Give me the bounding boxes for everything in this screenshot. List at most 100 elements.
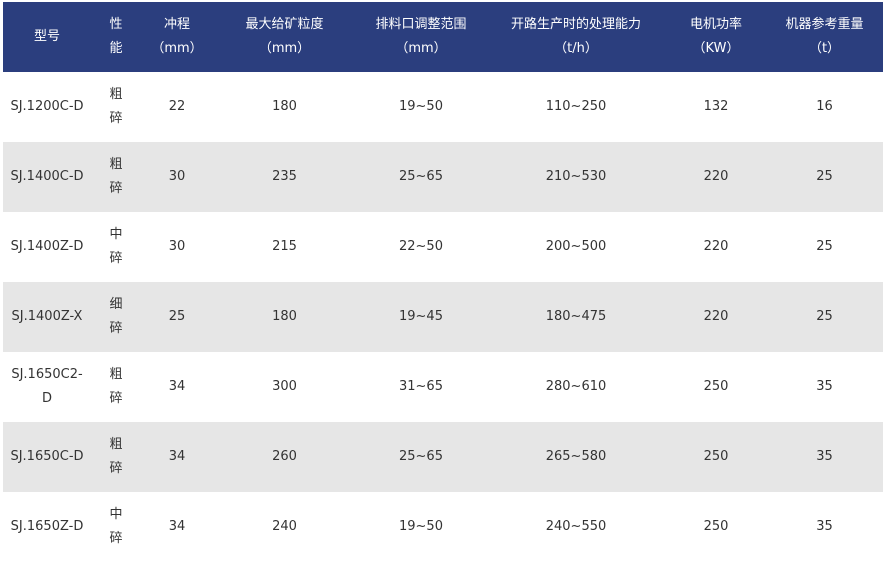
table-cell: 35 <box>766 422 883 492</box>
table-cell: SJ.1650Z-D <box>3 492 91 562</box>
cell-value: 19~50 <box>399 519 443 534</box>
cell-value: 260 <box>272 449 297 464</box>
cell-value: 35 <box>816 449 833 464</box>
table-cell: 22 <box>141 72 213 142</box>
table-cell: 220 <box>666 142 766 212</box>
column-unit: （mm） <box>395 41 447 56</box>
column-title: 型号 <box>33 29 60 44</box>
column-unit: （mm） <box>151 41 203 56</box>
cell-value: 215 <box>272 239 297 254</box>
model-name: SJ.1200C-D <box>10 99 84 114</box>
table-cell: SJ.1650C2-D <box>3 352 91 422</box>
cell-value: 250 <box>703 519 729 534</box>
column-title: 机器参考重量 <box>785 17 864 32</box>
model-name: SJ.1650C-D <box>10 449 84 464</box>
column-unit: （KW） <box>692 41 740 56</box>
table-cell: 细碎 <box>91 282 141 352</box>
table-cell: 22~50 <box>356 212 486 282</box>
cell-value: 265~580 <box>545 449 607 464</box>
cell-value: 22 <box>168 99 186 114</box>
cell-value: 19~50 <box>399 99 443 114</box>
table-cell: SJ.1400Z-D <box>3 212 91 282</box>
table-cell: 25 <box>766 282 883 352</box>
table-cell: 粗碎 <box>91 422 141 492</box>
cell-value: 细碎 <box>109 297 123 336</box>
table-cell: SJ.1200C-D <box>3 72 91 142</box>
table-row: SJ.1400C-D 粗碎 30 235 25~65 210~530 220 25 <box>3 142 883 212</box>
cell-value: 250 <box>703 449 729 464</box>
table-cell: SJ.1650C-D <box>3 422 91 492</box>
cell-value: 30 <box>168 169 186 184</box>
column-title: 最大给矿粒度 <box>245 17 324 32</box>
cell-value: 25~65 <box>399 169 443 184</box>
cell-value: 35 <box>816 379 833 394</box>
cell-value: 220 <box>703 239 729 254</box>
table-cell: 25 <box>766 212 883 282</box>
table-cell: 35 <box>766 492 883 562</box>
table-row: SJ.1650C2-D 粗碎 34 300 31~65 280~610 250 35 <box>3 352 883 422</box>
cell-value: 粗碎 <box>109 437 123 476</box>
table-cell: 34 <box>141 492 213 562</box>
cell-value: 180 <box>272 309 297 324</box>
table-cell: 235 <box>213 142 356 212</box>
table-cell: 180 <box>213 72 356 142</box>
model-name: SJ.1400Z-D <box>10 239 84 254</box>
cell-value: 22~50 <box>399 239 443 254</box>
table-cell: 粗碎 <box>91 142 141 212</box>
table-cell: 250 <box>666 492 766 562</box>
table-cell: 215 <box>213 212 356 282</box>
table-cell: 中碎 <box>91 212 141 282</box>
column-header: 开路生产时的处理能力 （t/h） <box>486 2 666 72</box>
column-unit: （t） <box>808 41 841 56</box>
cell-value: 280~610 <box>545 379 607 394</box>
cell-value: 25 <box>168 309 186 324</box>
cell-value: 180 <box>272 99 297 114</box>
table-row: SJ.1650C-D 粗碎 34 260 25~65 265~580 250 35 <box>3 422 883 492</box>
cell-value: 34 <box>168 449 186 464</box>
model-name: SJ.1400C-D <box>10 169 84 184</box>
cell-value: 25 <box>816 239 833 254</box>
cell-value: 35 <box>816 519 833 534</box>
cell-value: 180~475 <box>545 309 607 324</box>
cell-value: 240 <box>272 519 297 534</box>
table-cell: 132 <box>666 72 766 142</box>
table-cell: 280~610 <box>486 352 666 422</box>
cell-value: 220 <box>703 309 729 324</box>
cell-value: 210~530 <box>545 169 607 184</box>
table-row: SJ.1650Z-D 中碎 34 240 19~50 240~550 250 35 <box>3 492 883 562</box>
cell-value: 220 <box>703 169 729 184</box>
column-header: 最大给矿粒度 （mm） <box>213 2 356 72</box>
cell-value: 200~500 <box>545 239 607 254</box>
table-row: SJ.1200C-D 粗碎 22 180 19~50 110~250 132 16 <box>3 72 883 142</box>
cell-value: 30 <box>168 239 186 254</box>
cell-value: 240~550 <box>545 519 607 534</box>
column-title: 排料口调整范围 <box>375 17 467 32</box>
cell-value: 中碎 <box>109 507 123 546</box>
column-header: 排料口调整范围 （mm） <box>356 2 486 72</box>
cell-value: 16 <box>816 99 833 114</box>
column-unit: （t/h） <box>554 41 598 56</box>
table-cell: SJ.1400Z-X <box>3 282 91 352</box>
cell-value: 19~45 <box>399 309 443 324</box>
column-header: 电机功率 （KW） <box>666 2 766 72</box>
table-cell: 19~45 <box>356 282 486 352</box>
table-cell: 25~65 <box>356 142 486 212</box>
column-header: 型号 <box>3 2 91 72</box>
table-cell: 中碎 <box>91 492 141 562</box>
cell-value: 31~65 <box>399 379 443 394</box>
column-title: 冲程 <box>163 17 190 32</box>
table-cell: 25~65 <box>356 422 486 492</box>
cell-value: 中碎 <box>109 227 123 266</box>
cell-value: 235 <box>272 169 297 184</box>
table-cell: 16 <box>766 72 883 142</box>
table-cell: 25 <box>766 142 883 212</box>
table-row: SJ.1400Z-D 中碎 30 215 22~50 200~500 220 25 <box>3 212 883 282</box>
cell-value: 300 <box>272 379 297 394</box>
cell-value: 25~65 <box>399 449 443 464</box>
table-cell: 250 <box>666 352 766 422</box>
table-cell: 34 <box>141 352 213 422</box>
column-unit: （mm） <box>258 41 311 56</box>
table-cell: 180 <box>213 282 356 352</box>
column-title: 开路生产时的处理能力 <box>510 17 641 32</box>
cell-value: 25 <box>816 169 833 184</box>
